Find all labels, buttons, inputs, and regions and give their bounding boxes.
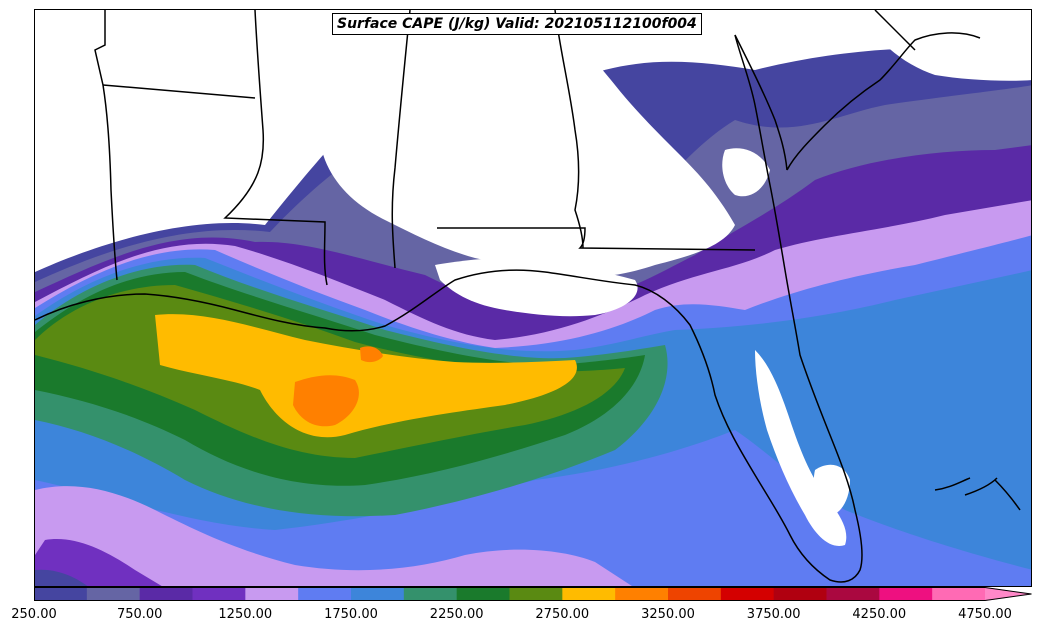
state-border-la-ms	[223, 10, 328, 286]
island-bahamas	[934, 477, 1021, 511]
cape-band-2750	[155, 314, 577, 438]
colorbar-segment	[86, 587, 141, 601]
colorbar-tick-label: 3750.00	[746, 607, 801, 622]
colorbar-segment	[826, 587, 880, 601]
colorbar-extend-arrow	[985, 587, 1032, 601]
colorbar	[34, 587, 1032, 601]
land-no-cape-fl-east	[722, 148, 770, 197]
colorbar-segment	[192, 587, 246, 601]
state-border-nc-sc	[874, 10, 916, 51]
state-border-al-fl	[437, 227, 756, 251]
cape-band-3000	[293, 375, 359, 427]
cape-band-1250-gulf-south	[35, 486, 632, 586]
colorbar-segment	[720, 587, 775, 601]
cape-map	[35, 10, 1031, 586]
colorbar-segment	[773, 587, 827, 601]
state-border-ga-sc	[734, 34, 788, 171]
colorbar-segment	[562, 587, 616, 601]
cape-band-250-gulf-south	[35, 569, 88, 586]
colorbar-outline	[34, 587, 1032, 601]
colorbar-segment	[351, 587, 405, 601]
colorbar-tick-label: 2750.00	[535, 607, 590, 622]
colorbar-tick-label: 750.00	[116, 607, 163, 622]
colorbar-segment	[34, 587, 88, 601]
state-border-ar-ms	[102, 84, 256, 99]
colorbar-segment	[403, 587, 458, 601]
colorbar-segment	[668, 587, 722, 601]
colorbar-segment	[509, 587, 563, 601]
land-no-cape-mid	[813, 464, 850, 515]
colorbar-tick-label: 1750.00	[324, 607, 378, 622]
state-border-ms-al	[391, 10, 411, 269]
colorbar-segment	[139, 587, 193, 601]
state-border-al-ga	[554, 10, 584, 249]
colorbar-segment	[932, 587, 986, 601]
colorbar-segment	[879, 587, 933, 601]
colorbar-tick-label: 2250.00	[429, 607, 484, 622]
coastline-atlantic	[786, 32, 981, 171]
colorbar-tick-label: 250.00	[11, 607, 57, 622]
colorbar-segment	[245, 587, 299, 601]
land-no-cape-tn	[855, 10, 1031, 81]
cape-band-3000-b	[360, 346, 383, 363]
colorbar-tick-label: 3250.00	[641, 607, 695, 622]
colorbar-tick-label: 4750.00	[958, 607, 1012, 622]
colorbar-tick-label: 1250.00	[218, 607, 273, 622]
colorbar-segment	[456, 587, 510, 601]
map-panel	[34, 9, 1032, 587]
coastline-gulf	[35, 34, 863, 583]
map-title: Surface CAPE (J/kg) Valid: 202105112100f…	[332, 13, 702, 35]
colorbar-tick-label: 4250.00	[852, 607, 907, 622]
colorbar-segment	[298, 587, 352, 601]
state-border-tx-la	[94, 10, 118, 281]
map-boundaries	[35, 10, 1021, 583]
cape-band-750-gulf-south	[35, 539, 162, 586]
colorbar-segment	[615, 587, 669, 601]
